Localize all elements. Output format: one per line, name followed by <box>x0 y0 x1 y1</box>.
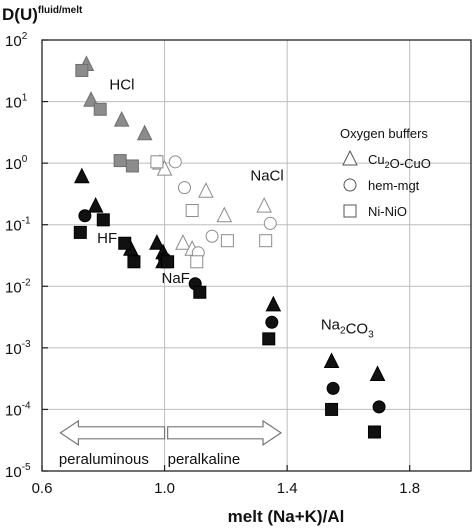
series-annotation: HF <box>97 230 117 247</box>
legend-item-square: Ni-NiO <box>343 204 407 219</box>
data-point-triangle <box>216 206 233 223</box>
y-tick-label: 100 <box>5 154 28 173</box>
data-points <box>73 55 386 439</box>
series-annotation: HCl <box>109 76 134 93</box>
legend-marker-triangle <box>342 149 358 166</box>
y-tick-label: 10-1 <box>5 216 31 235</box>
data-point-triangle <box>175 234 191 250</box>
data-point-square <box>325 402 339 416</box>
data-point-square <box>118 236 132 250</box>
data-point-triangle <box>149 234 165 250</box>
y-tick-label: 10-5 <box>5 462 31 481</box>
legend: Oxygen buffers Cu2O-CuO hem-mgt Ni-NiO <box>340 126 431 219</box>
series-hcl <box>75 55 153 173</box>
data-point-triangle <box>369 365 386 381</box>
data-point-circle <box>265 315 279 329</box>
x-tick-label: 1.0 <box>154 480 175 497</box>
series-na2co3 <box>262 295 386 439</box>
data-point-square <box>161 255 175 269</box>
annotations: HCl NaCl HF NaF Na2CO3 <box>97 76 374 340</box>
legend-label: hem-mgt <box>368 178 420 193</box>
series-naf <box>118 234 207 299</box>
data-point-triangle <box>198 182 214 198</box>
y-tick-label: 10-2 <box>5 277 31 296</box>
x-tick-label: 1.8 <box>399 480 420 497</box>
y-tick-label: 10-4 <box>5 400 31 419</box>
legend-label: Ni-NiO <box>368 204 407 219</box>
data-point-triangle <box>74 167 90 184</box>
y-tick-label: 101 <box>5 93 28 112</box>
data-point-square <box>96 213 110 227</box>
series-hf <box>73 167 110 239</box>
data-point-square <box>127 255 141 269</box>
data-point-square <box>193 285 207 299</box>
data-point-circle <box>177 181 191 195</box>
data-point-circle <box>205 229 219 243</box>
data-point-square <box>262 332 276 346</box>
region-label: peraluminous <box>59 451 149 468</box>
data-point-square <box>125 159 139 173</box>
data-point-triangle <box>113 110 130 127</box>
data-point-triangle <box>323 352 340 369</box>
region-arrows: peraluminous peralkaline <box>59 419 283 468</box>
legend-item-circle: hem-mgt <box>343 178 420 193</box>
chart-title: D(U)fluid/melt <box>2 5 83 24</box>
data-point-square <box>93 102 107 116</box>
series-annotation: NaCl <box>250 167 283 184</box>
data-point-circle <box>326 381 340 395</box>
region-arrow <box>59 419 166 446</box>
legend-label: Cu2O-CuO <box>368 152 431 171</box>
legend-marker-square <box>343 204 357 218</box>
data-point-circle <box>372 400 386 414</box>
series-nacl <box>150 154 277 269</box>
axis-ticks: 0.6 1.0 1.4 1.8 102 101 100 10-1 10-2 10-3 10-4 10-… <box>5 31 420 497</box>
x-axis-label: melt (Na+K)/Al <box>228 507 345 526</box>
data-point-square <box>75 63 89 77</box>
series-annotation: Na2CO3 <box>321 316 374 340</box>
data-point-circle <box>263 216 277 230</box>
data-point-square <box>73 225 87 239</box>
data-point-square <box>367 425 381 439</box>
data-point-square <box>259 234 273 248</box>
data-point-circle <box>168 155 182 169</box>
legend-marker-circle <box>343 178 357 192</box>
data-point-square <box>190 255 204 269</box>
data-point-triangle <box>87 197 104 213</box>
data-point-square <box>150 155 164 169</box>
plot-frame <box>41 39 472 472</box>
data-point-triangle <box>256 197 272 213</box>
x-tick-label: 0.6 <box>32 480 53 497</box>
y-tick-label: 102 <box>5 31 28 50</box>
legend-item-triangle: Cu2O-CuO <box>342 149 431 171</box>
data-point-circle <box>78 209 92 223</box>
data-point-square <box>113 154 127 168</box>
series-annotation: NaF <box>162 270 190 287</box>
region-arrow <box>167 419 283 446</box>
data-point-triangle <box>136 124 153 141</box>
legend-title: Oxygen buffers <box>340 126 428 141</box>
data-point-triangle <box>265 295 282 312</box>
x-tick-label: 1.4 <box>277 480 298 497</box>
y-tick-label: 10-3 <box>5 339 31 358</box>
region-label: peralkaline <box>168 451 241 468</box>
data-point-square <box>185 204 199 218</box>
data-point-square <box>220 234 234 248</box>
